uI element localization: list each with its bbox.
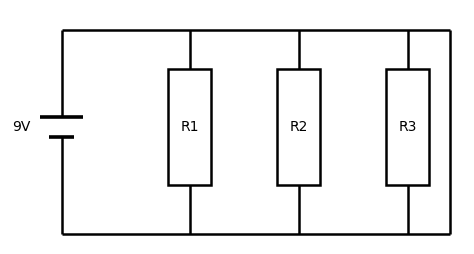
Text: R2: R2 bbox=[290, 120, 308, 134]
Bar bbox=[168, 69, 211, 185]
Bar bbox=[386, 69, 429, 185]
Bar bbox=[277, 69, 320, 185]
Text: 9V: 9V bbox=[12, 120, 31, 134]
Text: R1: R1 bbox=[180, 120, 199, 134]
Text: R3: R3 bbox=[399, 120, 417, 134]
